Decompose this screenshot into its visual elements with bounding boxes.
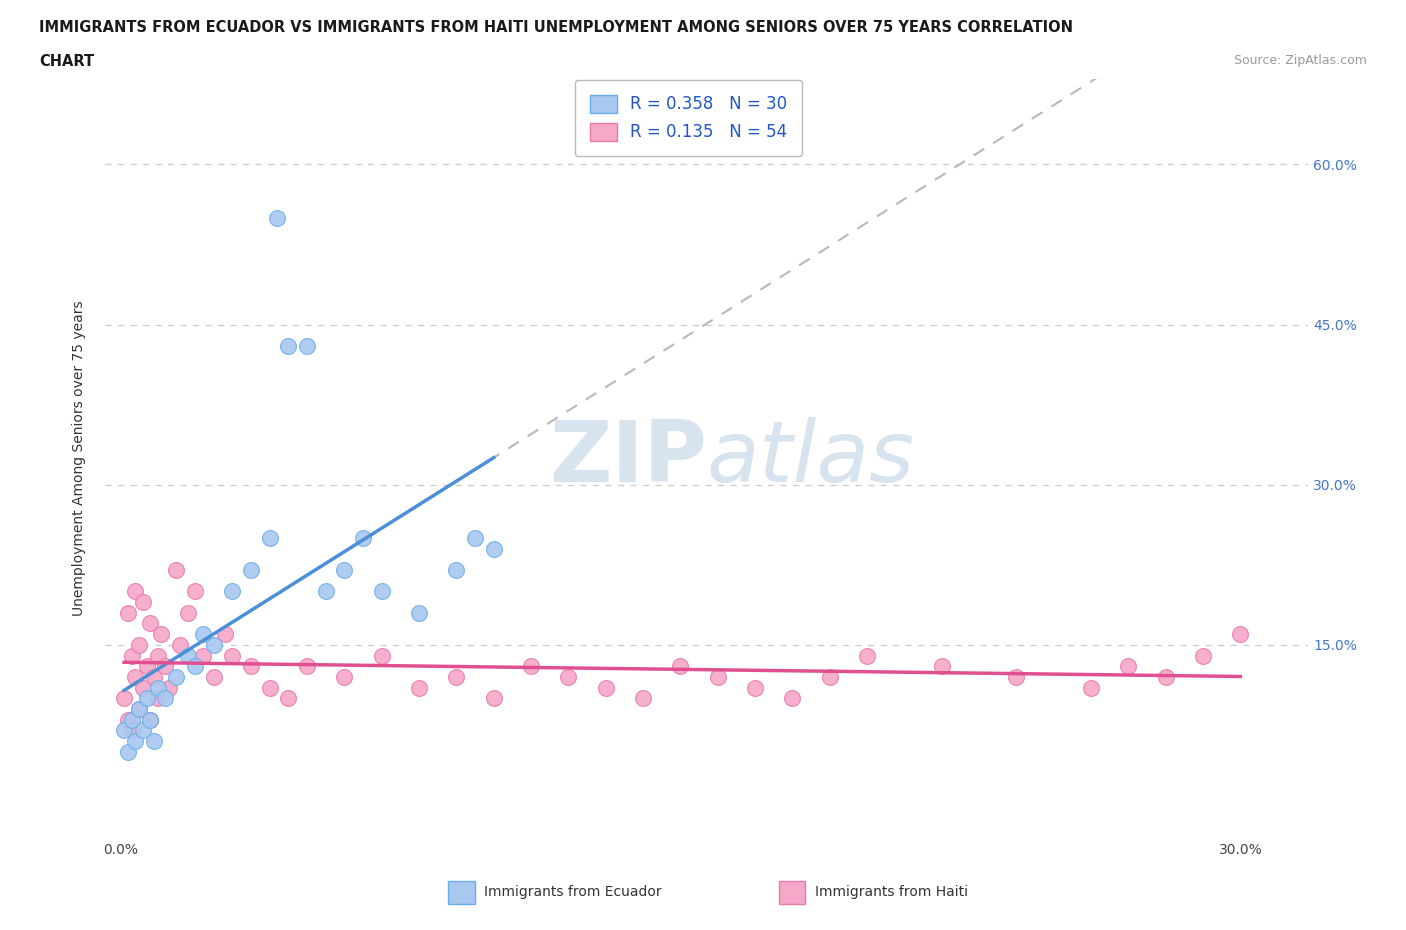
Point bbox=[146, 691, 169, 706]
Text: Source: ZipAtlas.com: Source: ZipAtlas.com bbox=[1233, 54, 1367, 67]
Point bbox=[143, 734, 166, 749]
Point bbox=[124, 584, 146, 599]
Point bbox=[240, 563, 263, 578]
Point bbox=[202, 637, 225, 652]
Point bbox=[370, 648, 392, 663]
FancyBboxPatch shape bbox=[449, 881, 474, 904]
Text: Immigrants from Haiti: Immigrants from Haiti bbox=[814, 885, 967, 899]
Point bbox=[221, 648, 243, 663]
Point bbox=[240, 658, 263, 673]
Point bbox=[446, 670, 468, 684]
Point bbox=[557, 670, 579, 684]
Point bbox=[669, 658, 692, 673]
Point bbox=[121, 723, 143, 737]
Point bbox=[266, 210, 288, 225]
Point bbox=[408, 605, 430, 620]
Point bbox=[333, 563, 356, 578]
Text: ZIP: ZIP bbox=[548, 417, 707, 499]
Point bbox=[818, 670, 841, 684]
Text: Immigrants from Ecuador: Immigrants from Ecuador bbox=[484, 885, 662, 899]
Point bbox=[128, 701, 150, 716]
Point bbox=[132, 723, 155, 737]
Point bbox=[1080, 680, 1102, 695]
Point bbox=[352, 531, 374, 546]
Point bbox=[520, 658, 543, 673]
Point bbox=[112, 723, 135, 737]
Point bbox=[121, 712, 143, 727]
Point bbox=[139, 712, 162, 727]
Point bbox=[295, 339, 318, 353]
Point bbox=[157, 680, 180, 695]
Point bbox=[139, 712, 162, 727]
Point bbox=[191, 627, 214, 642]
Point bbox=[277, 339, 299, 353]
Point bbox=[117, 605, 139, 620]
Point bbox=[165, 670, 187, 684]
Point bbox=[595, 680, 617, 695]
Point bbox=[1229, 627, 1251, 642]
Point bbox=[315, 584, 337, 599]
Point bbox=[135, 658, 157, 673]
Point bbox=[191, 648, 214, 663]
Point bbox=[128, 637, 150, 652]
Point bbox=[446, 563, 468, 578]
Text: CHART: CHART bbox=[39, 54, 94, 69]
Point bbox=[165, 563, 187, 578]
Point bbox=[169, 637, 191, 652]
Y-axis label: Unemployment Among Seniors over 75 years: Unemployment Among Seniors over 75 years bbox=[72, 300, 86, 616]
Point bbox=[482, 541, 505, 556]
Point bbox=[782, 691, 804, 706]
Point bbox=[117, 712, 139, 727]
Legend: R = 0.358   N = 30, R = 0.135   N = 54: R = 0.358 N = 30, R = 0.135 N = 54 bbox=[575, 80, 801, 156]
Point bbox=[176, 648, 198, 663]
Point bbox=[153, 658, 176, 673]
Point bbox=[744, 680, 766, 695]
Point bbox=[112, 691, 135, 706]
Point bbox=[153, 691, 176, 706]
Point bbox=[139, 616, 162, 631]
Point bbox=[333, 670, 356, 684]
Point bbox=[706, 670, 728, 684]
Point bbox=[482, 691, 505, 706]
Point bbox=[146, 680, 169, 695]
Text: atlas: atlas bbox=[707, 417, 914, 499]
Text: IMMIGRANTS FROM ECUADOR VS IMMIGRANTS FROM HAITI UNEMPLOYMENT AMONG SENIORS OVER: IMMIGRANTS FROM ECUADOR VS IMMIGRANTS FR… bbox=[39, 20, 1073, 35]
Point bbox=[143, 670, 166, 684]
Point bbox=[184, 584, 207, 599]
FancyBboxPatch shape bbox=[779, 881, 806, 904]
Point bbox=[176, 605, 198, 620]
Point bbox=[132, 680, 155, 695]
Point bbox=[931, 658, 953, 673]
Point bbox=[408, 680, 430, 695]
Point bbox=[146, 648, 169, 663]
Point bbox=[295, 658, 318, 673]
Point bbox=[135, 691, 157, 706]
Point bbox=[259, 680, 281, 695]
Point bbox=[370, 584, 392, 599]
Point bbox=[1192, 648, 1215, 663]
Point bbox=[221, 584, 243, 599]
Point bbox=[1005, 670, 1028, 684]
Point bbox=[856, 648, 879, 663]
Point bbox=[464, 531, 486, 546]
Point bbox=[184, 658, 207, 673]
Point bbox=[1154, 670, 1177, 684]
Point bbox=[128, 701, 150, 716]
Point bbox=[1118, 658, 1140, 673]
Point bbox=[132, 594, 155, 609]
Point bbox=[202, 670, 225, 684]
Point bbox=[117, 744, 139, 759]
Point bbox=[277, 691, 299, 706]
Point bbox=[259, 531, 281, 546]
Point bbox=[124, 670, 146, 684]
Point bbox=[214, 627, 236, 642]
Point bbox=[121, 648, 143, 663]
Point bbox=[124, 734, 146, 749]
Point bbox=[631, 691, 654, 706]
Point bbox=[150, 627, 173, 642]
